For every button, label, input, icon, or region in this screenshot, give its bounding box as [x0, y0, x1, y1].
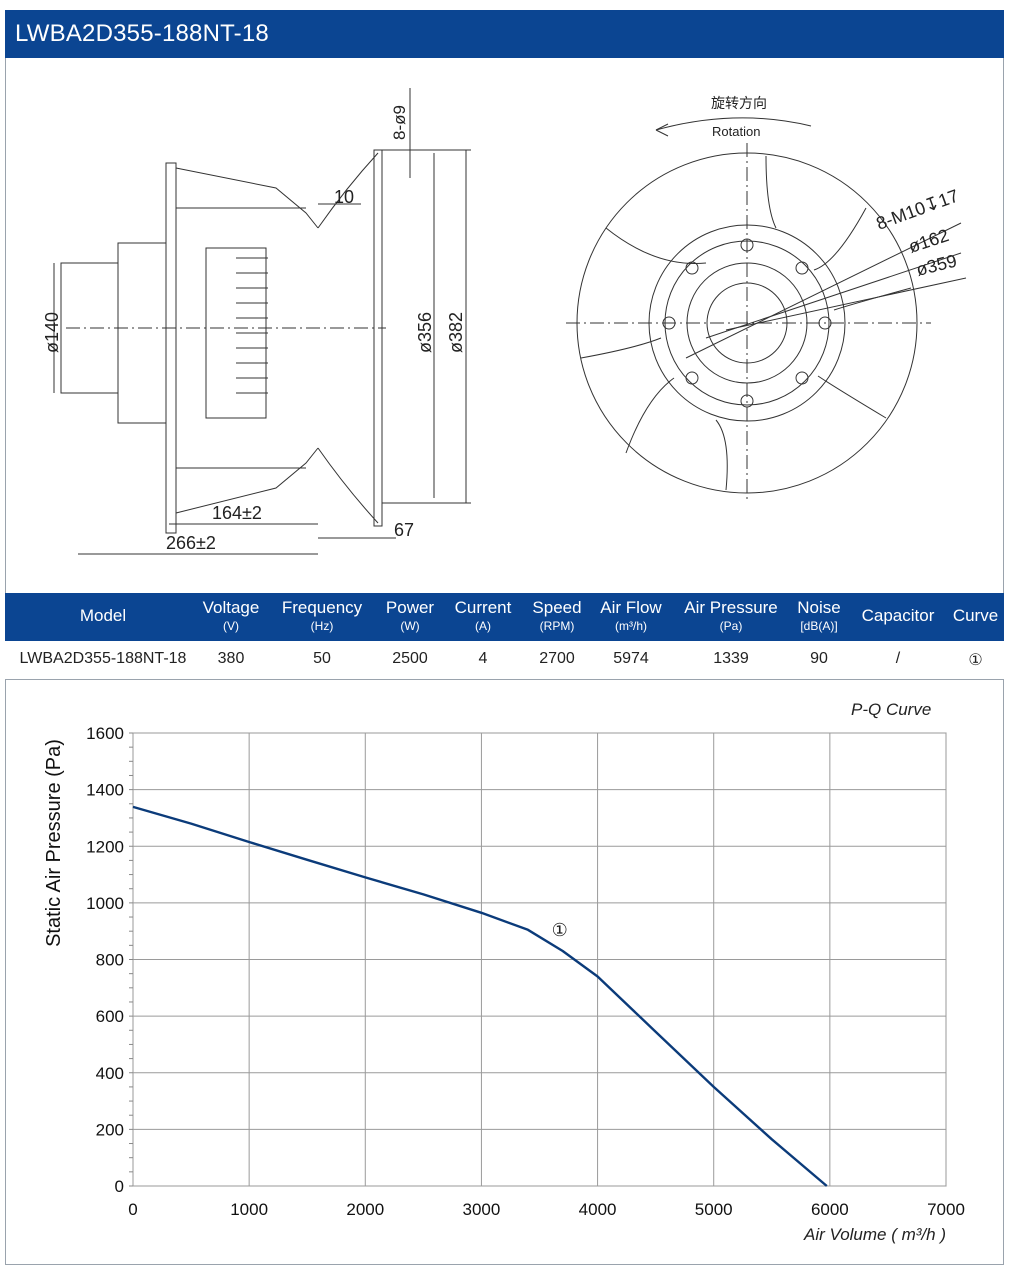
col-capacitor: Capacitor — [861, 606, 935, 625]
dim-label-140: ø140 — [42, 312, 62, 353]
x-tick-label: 3000 — [463, 1200, 501, 1219]
y-tick-label: 600 — [96, 1007, 124, 1026]
cell-capacitor: / — [895, 650, 901, 667]
spec-table-row: LWBA2D355-188NT-18 380 50 2500 4 2700 59… — [5, 641, 1004, 680]
motor-cap — [117, 242, 167, 424]
cell-airflow: 5974 — [613, 650, 649, 667]
dim-label-266: 266±2 — [166, 533, 216, 553]
dim-label-382: ø382 — [446, 312, 466, 353]
y-tick-label: 400 — [96, 1064, 124, 1083]
spec-table-header: Model Voltage (V) Frequency (Hz) Power (W) … — [5, 593, 1004, 641]
blade-top — [175, 167, 319, 229]
technical-drawing: 8-ø9 10 ø140 ø356 ø382 164±2 266±2 67 — [6, 58, 1003, 593]
x-tick-label: 2000 — [346, 1200, 384, 1219]
col-noise: Noise [dB(A)] — [797, 598, 841, 633]
x-tick-label: 1000 — [230, 1200, 268, 1219]
x-tick-label: 4000 — [579, 1200, 617, 1219]
fan-drawing-svg: 8-ø9 10 ø140 ø356 ø382 164±2 266±2 67 — [42, 88, 967, 555]
chart-ylabel: Static Air Pressure (Pa) — [43, 739, 65, 947]
col-airflow: Air Flow (m³/h) — [600, 598, 662, 633]
leader-359 — [725, 277, 967, 331]
cell-current: 4 — [478, 650, 488, 667]
cell-voltage: 380 — [217, 650, 245, 667]
inlet-cone — [317, 152, 379, 524]
dim-label-164: 164±2 — [212, 503, 262, 523]
y-tick-label: 200 — [96, 1120, 124, 1139]
x-tick-label: 6000 — [811, 1200, 849, 1219]
title-bar: LWBA2D355-188NT-18 — [5, 10, 1004, 58]
y-tick-label: 1200 — [86, 837, 124, 856]
col-current: Current (A) — [454, 598, 512, 633]
col-power: Power (W) — [385, 598, 435, 633]
chart-title: P-Q Curve — [851, 700, 931, 719]
y-tick-label: 0 — [115, 1177, 124, 1196]
page-title: LWBA2D355-188NT-18 — [15, 20, 269, 47]
dim-label-359: ø359 — [914, 251, 959, 280]
pq-chart: 0 1000 2000 3000 4000 5000 6000 7000 0 200 400 600 8… — [6, 683, 1003, 1263]
dim-label-hole-spec: 8-ø9 — [390, 105, 409, 140]
backplate-outline — [165, 162, 177, 534]
y-tick-label: 1400 — [86, 781, 124, 800]
col-curve: Curve — [952, 606, 999, 625]
cell-speed: 2700 — [539, 650, 575, 667]
cell-power: 2500 — [392, 650, 428, 667]
curve-line — [132, 805, 828, 1187]
inlet-ring — [373, 149, 383, 527]
chart-series: ① — [132, 805, 828, 1187]
col-voltage: Voltage (V) — [202, 598, 260, 633]
chart-grid — [129, 732, 947, 1187]
blade-arcs — [580, 155, 912, 491]
blade-bottom — [175, 447, 319, 514]
col-model: Model — [79, 606, 127, 625]
col-speed: Speed (RPM) — [532, 598, 582, 633]
x-tick-label: 5000 — [695, 1200, 733, 1219]
x-tick-label: 7000 — [927, 1200, 965, 1219]
dim-label-10: 10 — [334, 187, 354, 207]
curve-annotation: ① — [552, 920, 568, 940]
motor-fins — [236, 257, 268, 394]
cell-noise: 90 — [810, 650, 828, 667]
dim-label-bolt-spec: 8-M10↧17 — [874, 186, 962, 234]
y-tick-label: 1600 — [86, 724, 124, 743]
cell-airpressure: 1339 — [713, 650, 749, 667]
x-tick-label: 0 — [128, 1200, 137, 1219]
y-tick-label: 1000 — [86, 894, 124, 913]
dim-label-356: ø356 — [415, 312, 435, 353]
chart-ticks: 0 1000 2000 3000 4000 5000 6000 7000 0 200 400 600 8… — [86, 724, 965, 1219]
spec-table: Model Voltage (V) Frequency (Hz) Power (W) … — [5, 593, 1004, 681]
rotation-label-cn: 旋转方向 — [711, 95, 767, 111]
cell-curve: ① — [968, 652, 983, 669]
dim-label-67: 67 — [394, 520, 414, 540]
chart-xlabel: Air Volume ( m³/h ) — [803, 1225, 946, 1244]
cell-model: LWBA2D355-188NT-18 — [19, 650, 187, 667]
rotation-label-en: Rotation — [712, 124, 760, 139]
pq-chart-svg: 0 1000 2000 3000 4000 5000 6000 7000 0 200 400 600 8… — [43, 700, 965, 1244]
cell-frequency: 50 — [313, 650, 331, 667]
rotation-arrow — [655, 117, 812, 131]
leader-bolt — [685, 222, 962, 359]
col-airpressure: Air Pressure (Pa) — [684, 598, 778, 633]
leader-162 — [705, 252, 962, 339]
y-tick-label: 800 — [96, 951, 124, 970]
col-frequency: Frequency (Hz) — [281, 598, 363, 633]
